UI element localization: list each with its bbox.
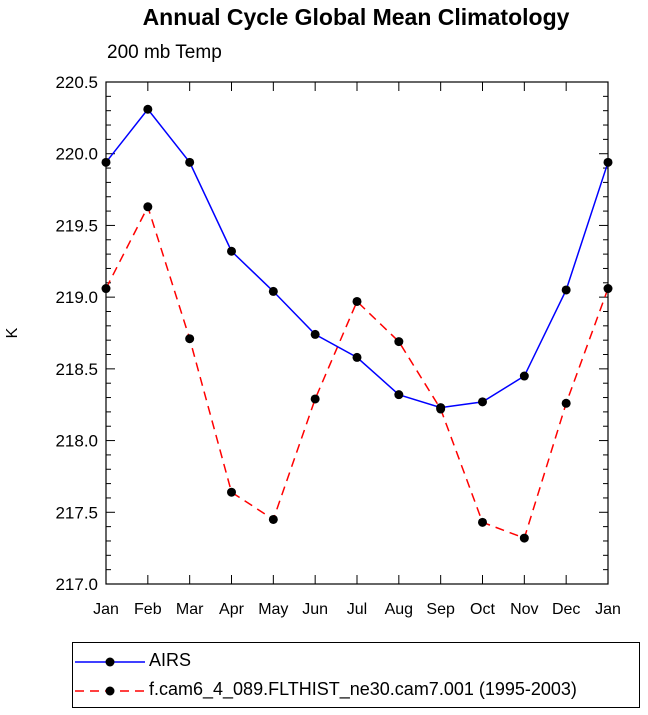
x-tick-label: Apr (219, 601, 245, 618)
data-point-series-0 (227, 246, 236, 256)
data-point-series-1 (519, 533, 529, 543)
data-point-series-0 (143, 104, 153, 114)
chart-subtitle: 200 mb Temp (107, 42, 222, 63)
data-point-series-1 (561, 398, 571, 408)
y-tick-label: 219.5 (55, 216, 98, 235)
x-tick-label: Feb (134, 601, 162, 618)
data-point-series-1 (352, 296, 362, 306)
data-point-series-0 (561, 285, 571, 295)
data-point-series-1 (101, 284, 111, 294)
data-point-series-0 (519, 371, 529, 381)
y-tick-label: 217.0 (55, 575, 98, 594)
data-point-series-0 (603, 157, 613, 167)
data-point-series-1 (143, 202, 153, 212)
line-chart: 217.0 217.5 218.0 218.5 219.0 219.5 220.0 220.5… (4, 73, 621, 618)
data-point-series-1 (268, 514, 278, 524)
data-point-series-1 (185, 334, 195, 344)
data-point-series-1 (227, 487, 236, 497)
x-tick-label: Dec (552, 601, 580, 618)
data-point-series-0 (268, 286, 278, 296)
y-axis-label: K (4, 327, 21, 338)
legend-item-model: f.cam6_4_089.FLTHIST_ne30.cam7.001 (1995… (73, 679, 639, 703)
legend-swatch-model (75, 686, 145, 696)
series-line-0 (105, 108, 609, 409)
legend-label-model: f.cam6_4_089.FLTHIST_ne30.cam7.001 (1995… (149, 679, 577, 699)
x-tick-label: Nov (510, 601, 538, 618)
data-point-series-0 (352, 352, 362, 362)
x-tick-label: Oct (470, 601, 495, 618)
y-tick-label: 218.0 (55, 432, 98, 451)
x-tick-label: Sep (426, 601, 455, 618)
y-tick-label: 217.5 (55, 503, 98, 522)
data-point-series-1 (603, 284, 613, 294)
x-tick-label: Mar (176, 601, 204, 618)
x-tick-label: Jul (347, 601, 367, 618)
x-tick-label: Jun (302, 601, 328, 618)
y-tick-label: 220.5 (55, 73, 98, 92)
chart-title: Annual Cycle Global Mean Climatology (142, 4, 570, 30)
data-point-series-0 (101, 157, 111, 167)
x-tick-label: Aug (385, 601, 413, 618)
x-tick-label: Jan (93, 601, 119, 618)
data-point-series-1 (478, 517, 487, 527)
x-tick-label: Jan (595, 601, 621, 618)
legend-label-airs: AIRS (149, 650, 192, 670)
series-line-1 (105, 204, 609, 540)
x-tick-label: May (258, 601, 288, 618)
data-point-series-0 (394, 390, 404, 400)
y-tick-label: 218.5 (55, 360, 98, 379)
data-point-series-1 (310, 394, 320, 404)
data-point-series-0 (310, 329, 320, 339)
legend-item-airs: AIRS (73, 650, 639, 674)
data-point-series-0 (478, 397, 487, 407)
data-point-series-1 (394, 337, 404, 347)
legend-swatch-airs (75, 657, 145, 667)
legend: AIRS f.cam6_4_089.FLTHIST_ne30.cam7.001 … (72, 642, 640, 708)
y-tick-label: 220.0 (55, 145, 98, 164)
data-point-series-1 (436, 404, 446, 414)
data-point-series-0 (185, 157, 195, 167)
y-tick-label: 219.0 (55, 288, 98, 307)
